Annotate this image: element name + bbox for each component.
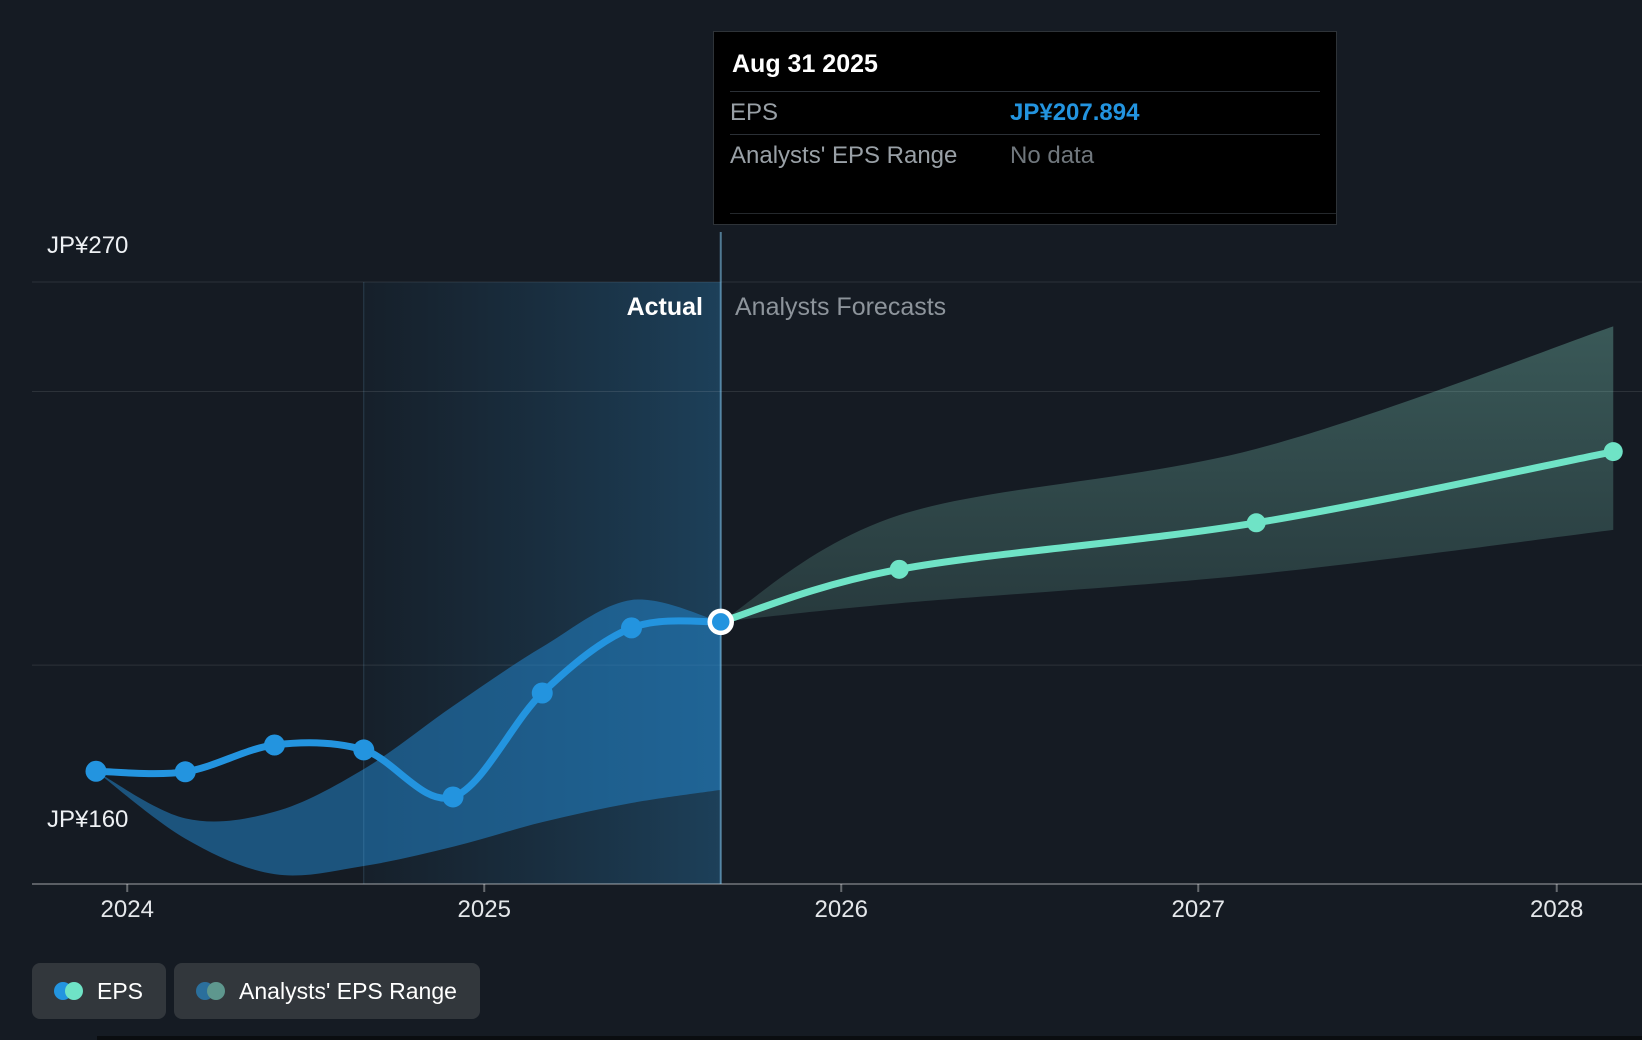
legend-eps-label: EPS bbox=[97, 977, 144, 1004]
eps-forecast-point bbox=[889, 559, 909, 579]
tooltip: Aug 31 2025 EPS JP¥207.894 Analysts' EPS… bbox=[713, 31, 1337, 225]
range-dot-teal-icon bbox=[207, 982, 226, 1000]
eps-actual-line bbox=[92, 617, 725, 802]
legend-range-label: Analysts' EPS Range bbox=[239, 977, 457, 1004]
eps-forecast-line bbox=[717, 448, 1617, 626]
eps-actual-point bbox=[353, 739, 375, 761]
x-tick-label: 2025 bbox=[458, 896, 511, 923]
legend: EPS Analysts' EPS Range bbox=[32, 963, 480, 1019]
eps-forecast-point bbox=[1603, 442, 1623, 462]
y-axis-label-bottom: JP¥160 bbox=[47, 806, 129, 833]
transition-point bbox=[707, 608, 734, 636]
tooltip-range-label: Analysts' EPS Range bbox=[730, 142, 958, 169]
tooltip-eps-value: JP¥207.894 bbox=[1010, 99, 1140, 126]
tooltip-footer-divider bbox=[730, 213, 1336, 214]
eps-actual-point bbox=[174, 761, 196, 783]
analysts-range-forecast-band bbox=[720, 326, 1614, 622]
tooltip-row-eps: EPS JP¥207.894 bbox=[730, 91, 1320, 134]
bottom-page-edge bbox=[97, 1036, 1642, 1040]
eps-forecast-point bbox=[1246, 513, 1266, 533]
y-axis-label-top: JP¥270 bbox=[47, 232, 129, 259]
eps-dot-teal-icon bbox=[65, 982, 83, 1000]
actual-region-label: Actual bbox=[626, 293, 703, 321]
eps-actual-point bbox=[442, 786, 464, 808]
forecast-region-label: Analysts Forecasts bbox=[735, 293, 947, 321]
x-tick-label: 2024 bbox=[101, 896, 154, 923]
eps-actual-point bbox=[85, 760, 107, 782]
tooltip-eps-label: EPS bbox=[730, 99, 779, 126]
range-series-dots-icon bbox=[196, 982, 226, 1000]
x-tick-label: 2028 bbox=[1530, 896, 1583, 923]
eps-actual-point bbox=[621, 617, 642, 639]
eps-series-dots-icon bbox=[54, 982, 83, 1000]
tooltip-range-value: No data bbox=[1010, 142, 1095, 169]
eps-actual-point bbox=[264, 734, 285, 756]
eps-actual-point bbox=[531, 682, 553, 704]
tooltip-date: Aug 31 2025 bbox=[732, 50, 878, 78]
x-tick-label: 2027 bbox=[1172, 896, 1225, 923]
x-tick-label: 2026 bbox=[815, 896, 868, 923]
legend-item-eps[interactable]: EPS bbox=[32, 963, 167, 1019]
legend-item-analysts-eps-range[interactable]: Analysts' EPS Range bbox=[174, 963, 480, 1019]
tooltip-row-range: Analysts' EPS Range No data bbox=[730, 134, 1320, 177]
